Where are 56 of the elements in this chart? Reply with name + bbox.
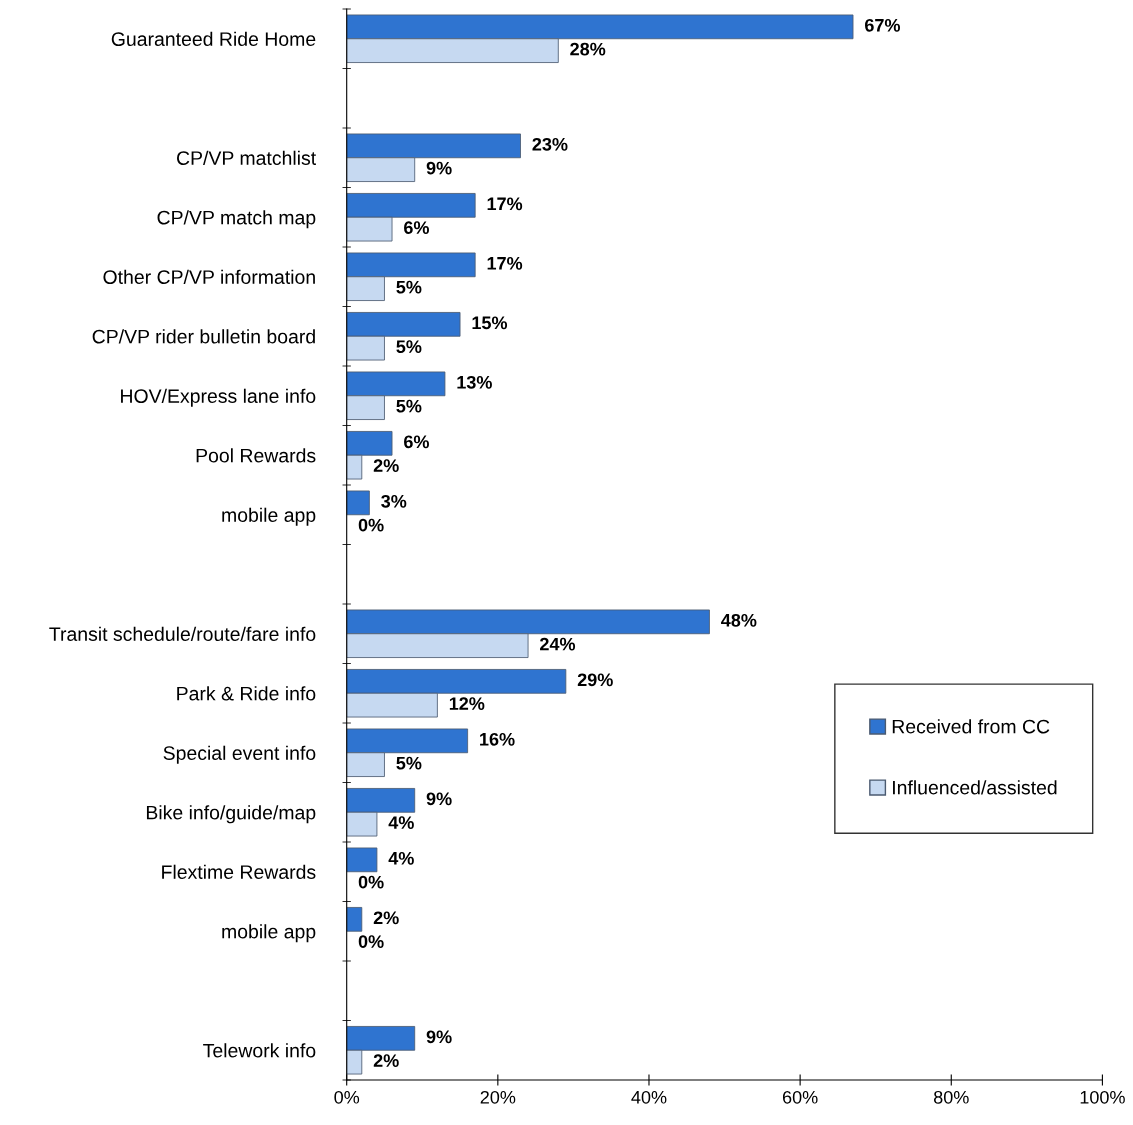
y-tick-label: HOV/Express lane info	[121, 388, 316, 407]
data-label: 48%	[721, 613, 757, 627]
y-tick-label: CP/VP match map	[157, 210, 316, 229]
data-label: 2%	[373, 911, 399, 925]
data-label: 13%	[457, 375, 492, 389]
legend-label: Influenced/assisted	[893, 780, 1057, 795]
data-label: 15%	[472, 316, 508, 330]
x-tick-label: 60%	[782, 1090, 818, 1104]
data-label: 5%	[396, 399, 422, 413]
data-label: 12%	[449, 697, 485, 710]
bar	[346, 490, 370, 516]
data-label: 67%	[865, 18, 901, 32]
data-label: 5%	[396, 280, 422, 294]
x-tick-label: 100%	[1080, 1090, 1125, 1104]
bar	[346, 847, 378, 873]
y-tick-label: Park & Ride info	[177, 686, 316, 701]
data-label: 9%	[426, 1030, 452, 1044]
y-tick-label: Transit schedule/route/fare info	[49, 626, 316, 641]
data-label: 5%	[396, 340, 422, 353]
legend-label: Received from CC	[892, 719, 1050, 734]
data-label: 5%	[396, 756, 422, 770]
data-label: 4%	[388, 851, 414, 865]
y-tick-label: Telework info	[203, 1043, 316, 1058]
data-label: 16%	[480, 732, 515, 746]
y-tick-label: Flextime Rewards	[162, 864, 316, 879]
data-label: 29%	[577, 673, 613, 687]
y-tick-label: Bike info/guide/map	[146, 805, 316, 824]
data-label: 0%	[358, 935, 384, 948]
x-tick-label: 40%	[631, 1090, 667, 1104]
data-label: 3%	[381, 494, 407, 508]
data-label: 0%	[358, 518, 384, 532]
data-label: 23%	[532, 137, 568, 151]
x-tick-label: 80%	[933, 1090, 969, 1104]
data-label: 2%	[373, 459, 399, 472]
data-label: 6%	[404, 435, 429, 449]
data-label: 9%	[426, 792, 452, 806]
data-label: 17%	[487, 256, 523, 270]
y-tick-label: mobile app	[222, 507, 316, 526]
y-tick-label: Pool Rewards	[196, 448, 316, 463]
y-tick-label: CP/VP rider bulletin board	[92, 329, 315, 344]
y-tick-label: CP/VP matchlist	[177, 150, 316, 165]
y-tick-label: Guaranteed Ride Home	[111, 31, 316, 46]
data-label: 2%	[373, 1054, 399, 1067]
data-label: 9%	[426, 161, 452, 175]
data-label: 28%	[570, 42, 606, 56]
y-tick-label: Other CP/VP information	[103, 269, 315, 284]
y-tick-label: Special event info	[163, 745, 316, 764]
x-tick-label: 0%	[334, 1090, 360, 1104]
data-label: 6%	[404, 221, 429, 234]
data-label: 24%	[540, 637, 576, 651]
y-tick-label: mobile app	[222, 924, 316, 943]
data-label: 4%	[388, 816, 414, 829]
bar	[346, 907, 363, 932]
x-tick-label: 20%	[480, 1090, 516, 1104]
data-label: 17%	[487, 197, 523, 211]
data-label: 0%	[358, 875, 384, 889]
